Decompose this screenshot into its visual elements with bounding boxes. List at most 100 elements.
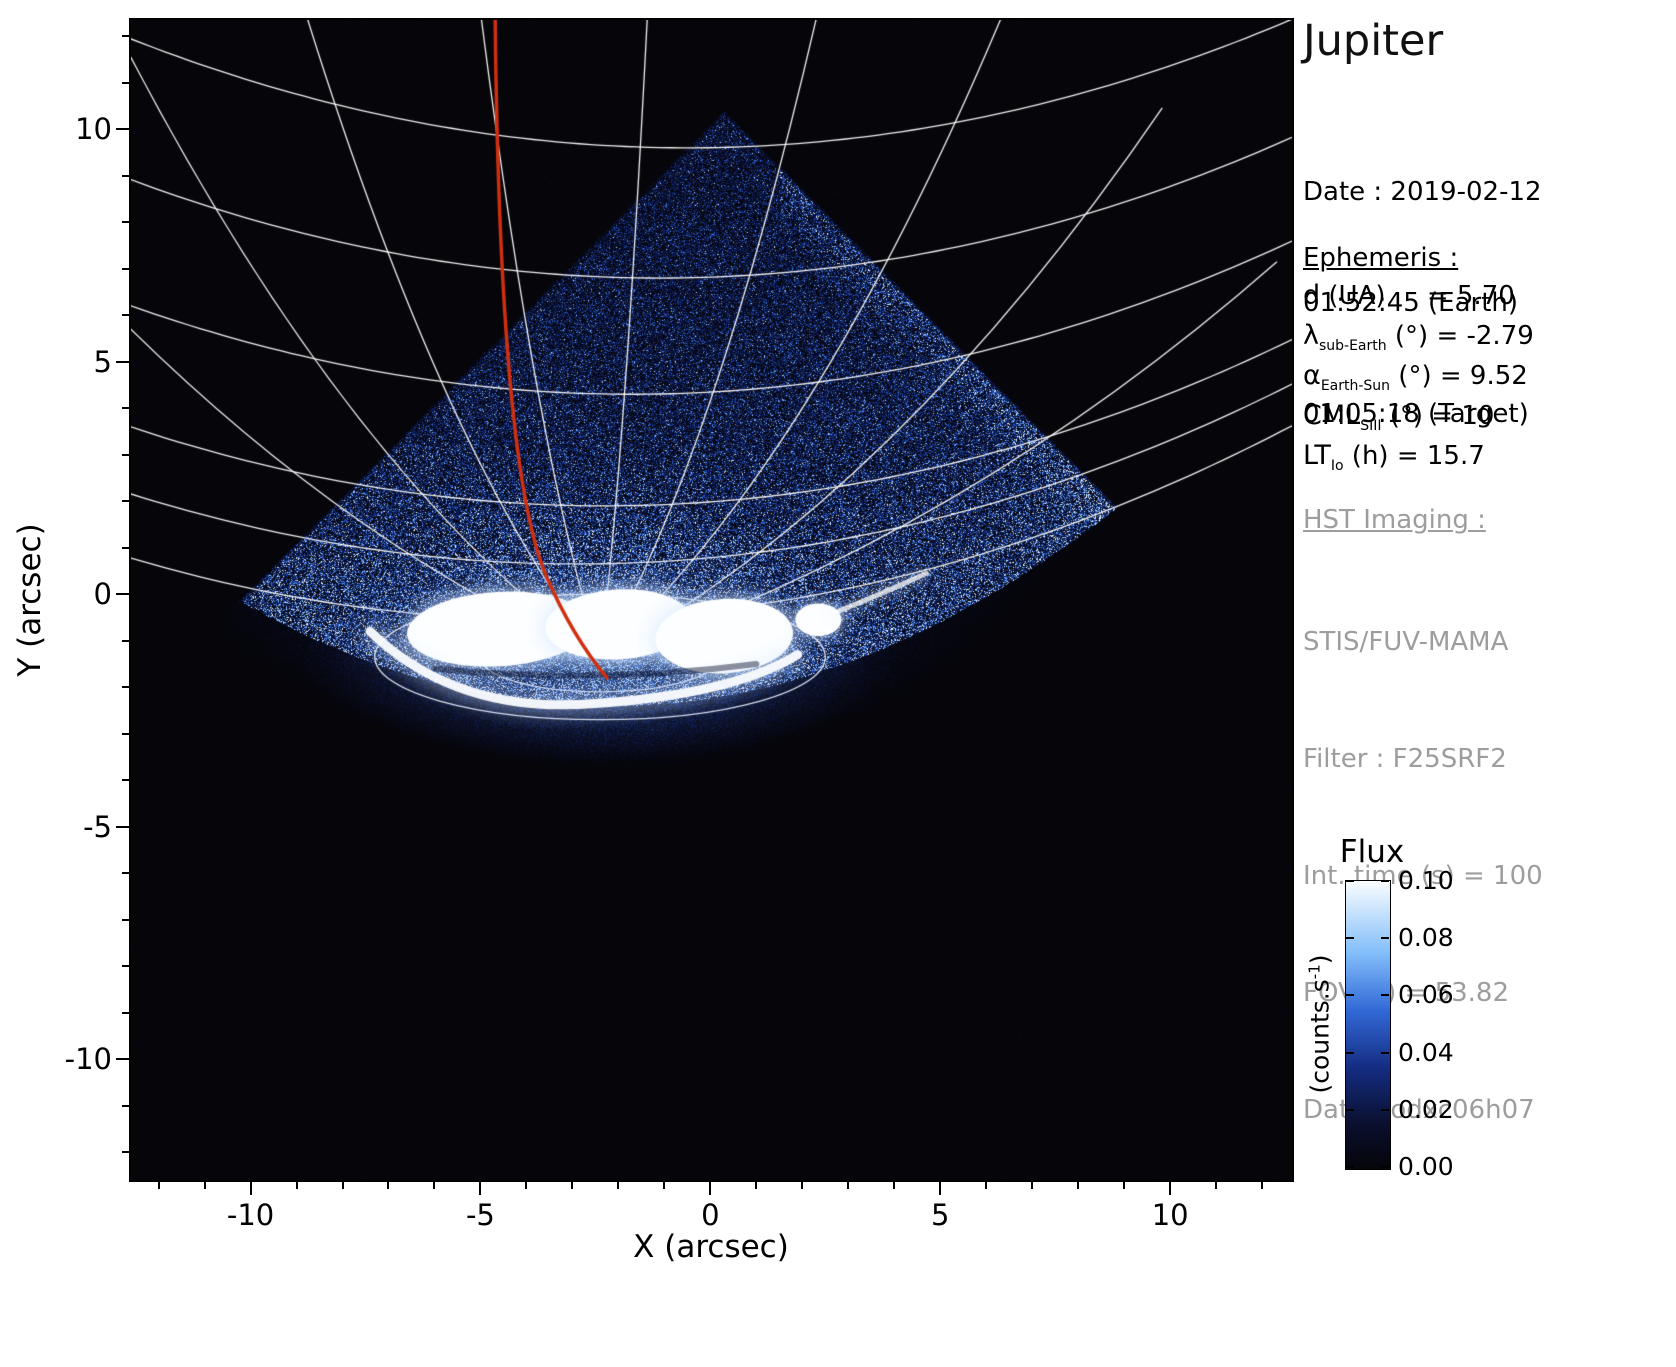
y-axis-minor-tick — [122, 919, 129, 921]
colorbar-title: Flux — [1340, 834, 1404, 870]
target-title: Jupiter — [1303, 16, 1443, 66]
x-axis-minor-tick — [1031, 1182, 1033, 1189]
colorbar-tick — [1381, 1052, 1389, 1054]
ephemeris-row-io-local-time: LTIo (h) = 15.7 — [1303, 440, 1534, 480]
colorbar-tick — [1346, 994, 1354, 996]
y-axis-tick-label: 10 — [26, 112, 112, 146]
ephemeris-subscript: SIII — [1360, 418, 1381, 434]
hst-filter: Filter : F25SRF2 — [1303, 740, 1543, 779]
ephemeris-subscript: Earth-Sun — [1321, 378, 1390, 394]
colorbar-tick — [1346, 937, 1354, 939]
x-axis-minor-tick — [801, 1182, 803, 1189]
ephemeris-subscript: sub-Earth — [1319, 338, 1387, 354]
y-axis-minor-tick — [122, 175, 129, 177]
x-axis-tick — [939, 1182, 941, 1195]
x-axis-minor-tick — [985, 1182, 987, 1189]
colorbar-tick — [1381, 1109, 1389, 1111]
colorbar-tick — [1346, 880, 1354, 882]
x-axis-minor-tick — [158, 1182, 160, 1189]
observation-date: Date : 2019-02-12 — [1303, 174, 1542, 211]
figure: X (arcsec) Y (arcsec) Jupiter Date : 201… — [0, 0, 1676, 1367]
ephemeris-symbol: λ — [1303, 320, 1319, 351]
y-axis-minor-tick — [122, 1105, 129, 1107]
x-axis-tick — [1169, 1182, 1171, 1195]
x-axis-minor-tick — [387, 1182, 389, 1189]
x-axis-minor-tick — [1077, 1182, 1079, 1189]
y-axis-minor-tick — [122, 407, 129, 409]
x-axis-minor-tick — [342, 1182, 344, 1189]
colorbar-tick-label: 0.00 — [1398, 1152, 1488, 1181]
ephemeris-value: (UA) = 5.70 — [1320, 281, 1515, 311]
x-axis-minor-tick — [525, 1182, 527, 1189]
colorbar-tick — [1381, 1166, 1389, 1168]
x-axis-tick-label: -5 — [435, 1198, 525, 1232]
colorbar-tick-label: 0.06 — [1398, 980, 1488, 1009]
y-axis-tick — [116, 361, 129, 363]
x-axis-tick-label: -10 — [206, 1198, 296, 1232]
ephemeris-row-phase-angle: αEarth-Sun (°) = 9.52 — [1303, 360, 1534, 400]
fuv-image-plot-canvas — [129, 18, 1294, 1182]
y-axis-minor-tick — [122, 686, 129, 688]
y-axis-tick-label: -5 — [26, 810, 112, 844]
y-axis-tick — [116, 826, 129, 828]
y-axis-minor-tick — [122, 314, 129, 316]
x-axis-minor-tick — [1123, 1182, 1125, 1189]
x-axis-minor-tick — [571, 1182, 573, 1189]
x-axis-minor-tick — [847, 1182, 849, 1189]
x-axis-tick-label: 5 — [895, 1198, 985, 1232]
colorbar-tick — [1346, 1052, 1354, 1054]
ephemeris-value: (°) = 10 — [1381, 401, 1494, 431]
x-axis-tick-label: 10 — [1125, 1198, 1215, 1232]
y-axis-minor-tick — [122, 547, 129, 549]
y-axis-minor-tick — [122, 640, 129, 642]
x-axis-minor-tick — [617, 1182, 619, 1189]
x-axis-minor-tick — [755, 1182, 757, 1189]
y-axis-minor-tick — [122, 965, 129, 967]
colorbar-tick-label: 0.04 — [1398, 1038, 1488, 1067]
ephemeris-value: (°) = 9.52 — [1390, 361, 1528, 391]
colorbar-tick-label: 0.08 — [1398, 923, 1488, 952]
y-axis-minor-tick — [122, 500, 129, 502]
x-axis-minor-tick — [663, 1182, 665, 1189]
ephemeris-symbol: CML — [1303, 400, 1360, 431]
x-axis-title: X (arcsec) — [633, 1229, 789, 1265]
y-axis-tick-label: -10 — [26, 1042, 112, 1076]
colorbar-tick-label: 0.10 — [1398, 866, 1488, 895]
ephemeris-symbol: d — [1303, 280, 1320, 311]
ephemeris-subscript: Io — [1331, 458, 1344, 474]
x-axis-tick — [250, 1182, 252, 1195]
x-axis-minor-tick — [296, 1182, 298, 1189]
ephemeris-symbol: α — [1303, 360, 1321, 391]
ephemeris-row-sub-earth-lat: λsub-Earth (°) = -2.79 — [1303, 320, 1534, 360]
hst-imaging-heading: HST Imaging : — [1303, 505, 1486, 535]
y-axis-minor-tick — [122, 454, 129, 456]
y-axis-tick-label: 5 — [26, 345, 112, 379]
colorbar-tick — [1381, 994, 1389, 996]
y-axis-minor-tick — [122, 221, 129, 223]
y-axis-minor-tick — [122, 779, 129, 781]
ephemeris-row-distance: d (UA) = 5.70 — [1303, 280, 1534, 320]
y-axis-tick — [116, 128, 129, 130]
colorbar-tick-label: 0.02 — [1398, 1095, 1488, 1124]
colorbar-tick — [1381, 937, 1389, 939]
x-axis-minor-tick — [433, 1182, 435, 1189]
colorbar-tick — [1346, 1109, 1354, 1111]
y-axis-tick-label: 0 — [26, 577, 112, 611]
colorbar-unit-label: (counts.s-1) — [1305, 954, 1334, 1093]
colorbar-tick — [1346, 1166, 1354, 1168]
ephemeris-table: d (UA) = 5.70 λsub-Earth (°) = -2.79 αEa… — [1303, 280, 1534, 480]
x-axis-tick — [709, 1182, 711, 1195]
y-axis-tick — [116, 593, 129, 595]
ephemeris-value: (°) = -2.79 — [1387, 321, 1534, 351]
y-axis-minor-tick — [122, 1012, 129, 1014]
colorbar — [1345, 880, 1391, 1170]
y-axis-tick — [116, 1058, 129, 1060]
ephemeris-symbol: LT — [1303, 440, 1331, 471]
hst-instrument: STIS/FUV-MAMA — [1303, 623, 1543, 662]
x-axis-minor-tick — [204, 1182, 206, 1189]
y-axis-minor-tick — [122, 1151, 129, 1153]
colorbar-unit-post: ) — [1306, 954, 1335, 964]
x-axis-minor-tick — [1215, 1182, 1217, 1189]
y-axis-minor-tick — [122, 872, 129, 874]
ephemeris-row-cml: CMLSIII (°) = 10 — [1303, 400, 1534, 440]
